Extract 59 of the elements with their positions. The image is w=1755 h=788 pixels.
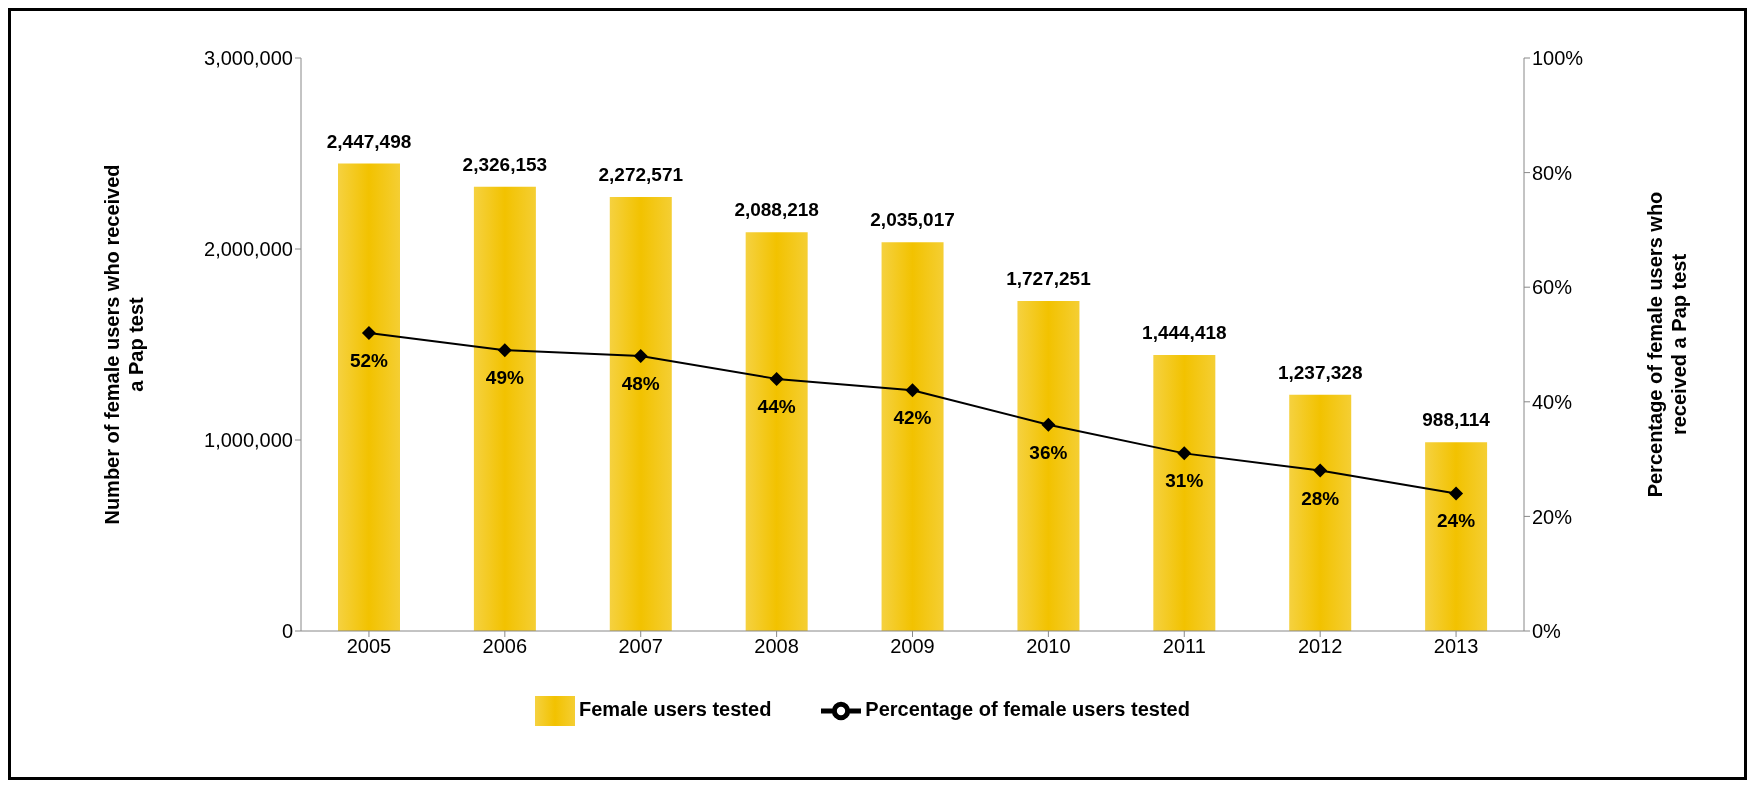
y-tick-label: 3,000,000 [204, 47, 293, 70]
point [1177, 446, 1192, 461]
data-label: 2,272,571 [598, 163, 684, 185]
y-axis-title: Number of female users who received a Pap test [101, 164, 147, 525]
legend-label: Percentage of female users tested [865, 698, 1190, 721]
data-label: 2,447,498 [326, 130, 412, 152]
bar [1289, 394, 1352, 631]
y2-tick-label: 20% [1532, 505, 1573, 528]
y2-tick-label: 0% [1532, 620, 1562, 643]
y-tick-label: 2,000,000 [204, 238, 293, 261]
x-tick-label: 2006 [482, 635, 528, 658]
x-tick-label: 2013 [1433, 635, 1479, 658]
data-label: 24% [1437, 510, 1476, 532]
data-label: 1,237,328 [1277, 361, 1363, 383]
point [1449, 486, 1464, 501]
point [769, 371, 784, 386]
y-tick-label: 1,000,000 [204, 429, 293, 452]
data-label: 988,114 [1422, 409, 1491, 431]
bar [1425, 442, 1488, 631]
y2-axis-title: Percentage of female users who received a Pap test [1644, 191, 1690, 498]
y2-tick-label: 60% [1532, 276, 1573, 299]
bar [745, 232, 808, 631]
y2-tick-label: 80% [1532, 161, 1573, 184]
x-tick-label: 2007 [618, 635, 663, 658]
bar [609, 196, 672, 631]
data-label: 2,088,218 [734, 199, 819, 221]
x-tick-label: 2012 [1297, 635, 1343, 658]
bar [881, 242, 944, 631]
x-tick-label: 2010 [1026, 635, 1071, 658]
bar [473, 186, 536, 631]
data-label: 49% [485, 367, 524, 389]
data-label: 2,326,153 [462, 153, 548, 175]
data-label: 1,727,251 [1006, 268, 1092, 290]
data-label: 42% [893, 407, 932, 429]
point [1313, 463, 1328, 478]
x-tick-label: 2005 [346, 635, 392, 658]
legend-label: Female users tested [579, 698, 772, 721]
data-label: 1,444,418 [1142, 322, 1227, 344]
bar [338, 163, 400, 631]
y2-tick-label: 100% [1532, 47, 1584, 70]
bar [1017, 301, 1080, 631]
x-tick-label: 2011 [1162, 635, 1206, 658]
point [1041, 417, 1056, 432]
x-tick-label: 2009 [890, 635, 935, 658]
data-label: 48% [621, 372, 660, 394]
point [905, 383, 920, 398]
data-label: 44% [757, 395, 796, 417]
point [497, 343, 512, 358]
data-label: 52% [349, 350, 389, 372]
data-label: 2,035,017 [870, 209, 955, 231]
bar [1153, 355, 1216, 631]
y2-tick-label: 40% [1532, 390, 1573, 413]
point [633, 348, 648, 363]
x-tick-label: 2008 [754, 635, 799, 658]
data-label: 28% [1301, 487, 1340, 509]
point [361, 326, 376, 341]
data-label: 31% [1165, 470, 1204, 492]
data-label: 36% [1029, 441, 1068, 463]
y-tick-label: 0 [281, 620, 293, 643]
